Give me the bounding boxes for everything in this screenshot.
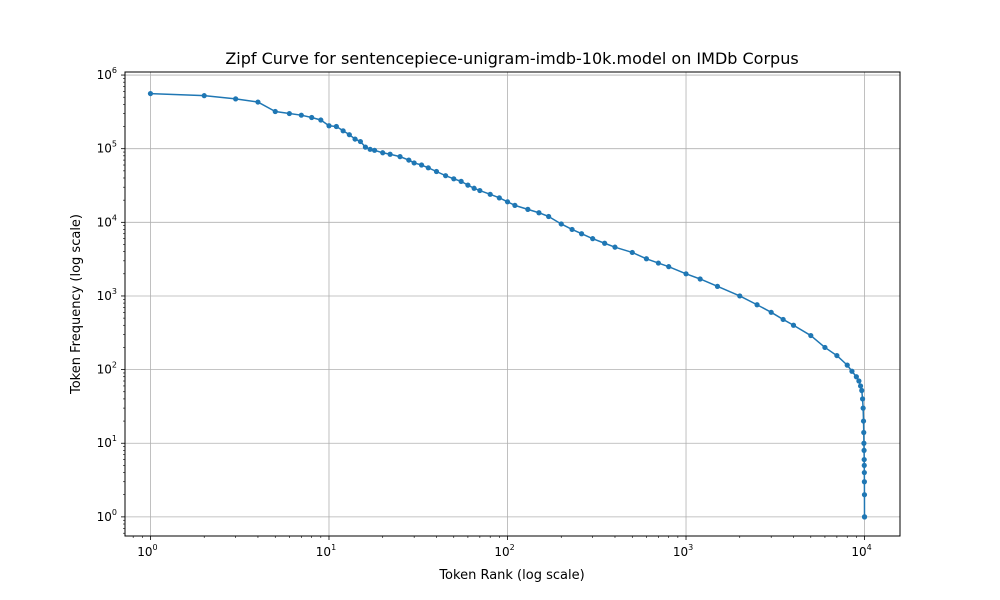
data-point xyxy=(504,199,511,205)
data-point xyxy=(861,456,867,463)
data-point xyxy=(477,187,483,194)
data-point xyxy=(844,362,850,368)
data-point xyxy=(861,492,868,498)
axes-frame xyxy=(124,71,901,537)
data-point xyxy=(411,160,417,166)
data-point xyxy=(512,202,518,208)
data-point xyxy=(326,123,332,129)
x-tick-label: 102 xyxy=(494,543,514,559)
data-point xyxy=(346,132,352,138)
data-point xyxy=(861,469,867,476)
data-point xyxy=(525,206,531,212)
data-point xyxy=(318,117,324,123)
data-point xyxy=(861,462,867,469)
data-point xyxy=(822,344,828,351)
data-point xyxy=(849,368,855,374)
x-axis-label: Token Rank (log scale) xyxy=(438,568,584,583)
x-tick-label: 101 xyxy=(316,543,336,559)
data-point xyxy=(861,429,867,436)
data-point xyxy=(367,146,373,152)
data-point xyxy=(857,383,864,389)
y-tick-label: 101 xyxy=(97,434,117,450)
data-point xyxy=(768,309,774,315)
data-point xyxy=(859,396,866,402)
data-point xyxy=(357,138,364,145)
data-point xyxy=(853,374,859,380)
chart-title: Zipf Curve for sentencepiece-unigram-imd… xyxy=(225,49,798,68)
x-tick-label: 104 xyxy=(851,543,871,559)
data-point xyxy=(856,378,862,384)
data-point xyxy=(255,99,261,105)
data-point xyxy=(465,182,471,188)
x-tick-label: 103 xyxy=(673,543,693,559)
data-point xyxy=(780,316,786,323)
data-point xyxy=(754,302,760,308)
y-tick-label: 100 xyxy=(97,508,117,524)
data-point xyxy=(683,271,689,277)
data-point xyxy=(859,387,865,394)
data-point xyxy=(443,173,449,179)
data-point xyxy=(471,185,477,191)
data-point xyxy=(655,260,661,266)
grid xyxy=(125,72,900,536)
data-point xyxy=(546,213,552,220)
data-point xyxy=(233,96,239,102)
data-point xyxy=(496,195,502,201)
y-tick-label: 103 xyxy=(97,287,117,303)
data-point xyxy=(362,144,369,150)
data-point xyxy=(714,283,721,289)
data-point xyxy=(590,236,596,242)
data-point xyxy=(666,264,672,270)
data-point xyxy=(860,418,867,424)
data-point xyxy=(578,231,585,237)
y-axis-label: Token Frequency (log scale) xyxy=(69,214,84,395)
data-point xyxy=(612,244,618,250)
data-point xyxy=(309,114,315,121)
y-tick-label: 102 xyxy=(97,361,117,377)
data-point xyxy=(536,210,542,216)
data-point xyxy=(451,176,457,182)
data-point xyxy=(558,221,564,227)
data-point xyxy=(458,178,464,184)
data-point xyxy=(629,249,635,256)
data-point xyxy=(286,110,292,117)
data-point xyxy=(333,123,339,130)
data-point xyxy=(790,322,797,328)
y-tick-label: 104 xyxy=(97,213,117,229)
data-point xyxy=(569,226,575,233)
data-point xyxy=(808,332,814,339)
data-point xyxy=(387,151,393,157)
data-point xyxy=(861,514,868,520)
x-tick-label: 100 xyxy=(137,543,157,559)
y-tick-label: 105 xyxy=(97,140,117,156)
data-point xyxy=(433,168,440,175)
data-point xyxy=(147,90,154,97)
data-point xyxy=(371,147,378,153)
data-point xyxy=(340,128,346,134)
data-point xyxy=(272,108,278,115)
data-point xyxy=(406,157,412,163)
data-point xyxy=(602,240,608,246)
data-point xyxy=(697,276,703,282)
plot-area xyxy=(147,90,868,520)
data-point xyxy=(352,136,358,142)
ticks: 100 101 102 103 104 100 101 102 103 104 105 106 xyxy=(97,66,872,559)
data-point xyxy=(834,352,840,359)
data-point xyxy=(861,440,867,446)
data-point xyxy=(737,293,743,299)
data-point xyxy=(487,191,493,197)
data-point xyxy=(418,162,425,168)
y-tick-label: 106 xyxy=(97,66,117,82)
data-point xyxy=(201,93,207,99)
data-point xyxy=(860,405,866,411)
data-point xyxy=(425,165,431,171)
data-point xyxy=(861,447,867,453)
data-point xyxy=(643,256,650,262)
data-point xyxy=(861,479,868,485)
data-point xyxy=(380,150,386,156)
data-point xyxy=(298,112,304,118)
data-point xyxy=(397,154,403,160)
